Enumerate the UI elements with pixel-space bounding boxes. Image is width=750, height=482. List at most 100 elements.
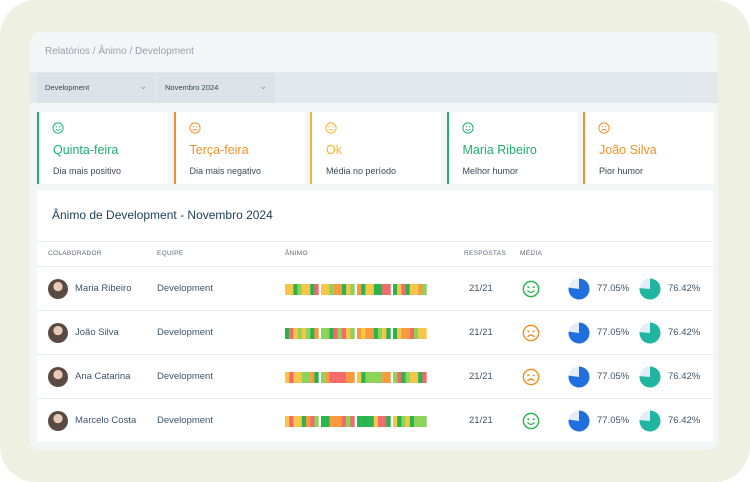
avatar [48,367,68,387]
mood-segment [386,284,391,295]
mood-segment [365,328,370,339]
pie [568,278,590,300]
eye [332,126,334,128]
pie-slice [568,410,590,432]
pie-slice [639,410,661,432]
eye [59,126,61,128]
mood-segment [297,284,302,295]
mood-segment [357,328,362,339]
percentage: 76.42% [668,371,701,382]
employee-name: Ana Catarina [75,371,131,382]
mood-segment [393,416,398,427]
mood-icon [598,122,610,134]
mood-segment [333,328,338,339]
divider [37,354,713,355]
divider [37,266,713,267]
eye [527,374,530,377]
eye [527,330,530,333]
mood-bar [285,372,427,383]
mood-segment [337,372,343,383]
mood-segment [409,416,415,427]
mood-bar [285,416,427,427]
team: Development [157,415,213,426]
table-row: Maria Ribeiro Development 21/21 77.05% 76.42… [37,267,713,311]
pie [568,366,590,388]
mood-segment [293,372,298,383]
eye [465,126,467,128]
mouth [55,128,61,131]
mood-segment [409,372,415,383]
pie-slice [568,322,590,344]
pie-slice [639,366,661,388]
card-subtitle: Dia mais positivo [53,166,122,176]
mood-segment [401,284,406,295]
summary-card: Quinta-feira Dia mais positivo [37,112,168,184]
face [325,122,337,134]
mood-segment [314,284,319,295]
avatar [48,411,68,431]
table-row: João Silva Development 21/21 77.05% 76.42% [37,311,713,355]
pie-slice [568,366,590,388]
team-dropdown[interactable]: Development [37,71,155,103]
mood-segment [401,416,406,427]
mood-bar [285,328,427,339]
mood-segment [422,328,427,339]
mood-segment [357,284,362,295]
mood-segment [373,372,379,383]
mood-segment [422,416,427,427]
mood-segment [301,372,307,383]
employee-name: João Silva [75,327,119,338]
mood-segment [405,284,410,295]
eye [195,126,197,128]
mood-segment [285,284,290,295]
avatar [48,323,68,343]
mood-segment [397,328,402,339]
mood-segment [418,416,423,427]
mood-segment [369,284,374,295]
mood-icon [522,368,540,386]
mood-segment [386,372,391,383]
table-row: Ana Catarina Development 21/21 77.05% 76.42% [37,355,713,399]
mood-segment [329,328,334,339]
column-header: EQUIPE [157,250,184,257]
mood-segment [365,284,370,295]
mood-segment [310,328,315,339]
mood-segment [382,416,387,427]
mood-segment [393,284,398,295]
face [522,324,540,342]
mood-segment [333,372,338,383]
pie-slice [568,278,590,300]
breadcrumb: Relatórios / Ânimo / Development [45,46,194,57]
percentage: 77.05% [597,415,630,426]
mood-segment [289,328,294,339]
face [461,122,474,134]
card-title: Quinta-feira [53,143,119,157]
column-header: ÂNIMO [285,250,308,257]
face [598,122,610,134]
mood-segment [289,372,294,383]
column-header: COLABORADOR [48,250,102,257]
mood-segment [350,284,355,295]
divider [37,241,713,242]
mood-icon [188,122,201,134]
mood-icon [522,412,540,430]
mood-segment [397,372,402,383]
mood-segment [314,328,319,339]
mood-segment [285,328,290,339]
mood-segment [393,372,398,383]
responses: 21/21 [469,327,493,338]
mood-segment [401,372,406,383]
mood-segment [361,416,366,427]
table-row: Marcelo Costa Development 21/21 77.05% 76.42… [37,399,713,443]
face [188,122,201,134]
mood-segment [414,284,419,295]
mood-segment [369,416,374,427]
mood-segment [378,416,383,427]
card-subtitle: Pior humor [599,166,644,176]
mood-segment [333,284,338,295]
month-dropdown[interactable]: Novembro 2024 [157,71,275,103]
table-card: Ânimo de Development - Novembro 2024 COL… [37,190,713,442]
percentage: 76.42% [668,327,701,338]
mood-segment [321,372,326,383]
mood-segment [306,328,311,339]
